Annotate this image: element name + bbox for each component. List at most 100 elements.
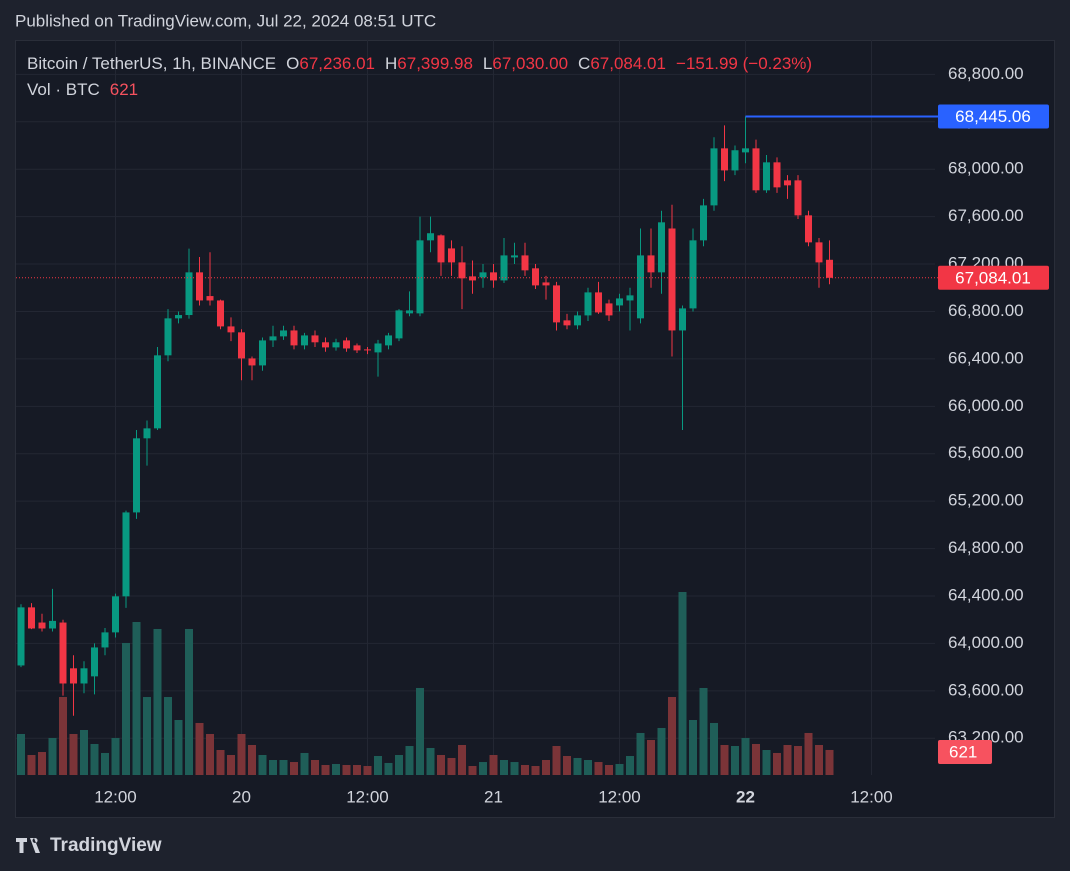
candle-body: [700, 205, 707, 241]
candle-body: [91, 647, 98, 677]
volume-bar: [615, 763, 624, 775]
volume-bar: [552, 746, 561, 775]
volume-bar: [815, 744, 823, 775]
candle-body: [122, 512, 130, 597]
y-tick-label: 64,400.00: [948, 585, 1024, 604]
candle-body: [689, 240, 697, 309]
volume-bar: [374, 756, 382, 775]
candle-body: [784, 180, 791, 186]
candle-body: [563, 320, 571, 326]
candle-body: [805, 215, 812, 243]
y-tick-label: 65,200.00: [948, 491, 1024, 510]
candle-body: [70, 668, 77, 684]
candle-body: [511, 255, 518, 258]
candle-layer: [17, 116, 833, 716]
candle-body: [458, 262, 466, 279]
volume-bar: [269, 759, 277, 775]
brand-icon: [16, 838, 40, 853]
volume-bar: [17, 733, 25, 775]
legend-text: 621: [110, 80, 138, 99]
volume-bar: [542, 759, 550, 775]
volume-bar: [647, 739, 655, 775]
published-note: Published on TradingView.com, Jul 22, 20…: [15, 11, 436, 30]
volume-bar: [59, 697, 67, 775]
candle-body: [269, 336, 277, 341]
candle-body: [343, 340, 350, 349]
candle-body: [332, 342, 340, 348]
volume-bar: [720, 744, 729, 775]
volume-bar: [227, 754, 235, 775]
volume-bar: [531, 766, 540, 775]
volume-bar: [342, 764, 351, 775]
volume-bar: [605, 764, 613, 775]
volume-bar: [101, 752, 109, 775]
volume-bar: [636, 732, 645, 775]
volume-bar: [321, 764, 330, 775]
high-label-box: [938, 104, 1049, 129]
x-tick-label: 12:00: [850, 787, 893, 806]
candle-body: [542, 282, 550, 286]
brand-logo: TradingView: [16, 835, 162, 856]
volume-bar: [80, 729, 88, 775]
candle-body: [175, 315, 182, 319]
volume-bar: [311, 759, 319, 775]
brand-name: TradingView: [50, 835, 162, 856]
volume-bar: [195, 722, 204, 775]
y-tick-label: 63,600.00: [948, 680, 1024, 699]
volume-bar: [731, 746, 739, 775]
candle-body: [280, 330, 287, 337]
candle-body: [437, 235, 445, 263]
candle-body: [112, 596, 119, 633]
candle-body: [469, 276, 476, 281]
candle-body: [416, 240, 424, 314]
volume-bar: [762, 749, 771, 775]
candle-body: [815, 242, 823, 263]
volume-bar: [752, 743, 760, 775]
candle-body: [374, 343, 382, 353]
y-tick-label: 66,000.00: [948, 396, 1024, 415]
volume-bar: [668, 697, 676, 775]
volume-bar: [164, 697, 172, 775]
candle-body: [133, 438, 140, 513]
candle-body: [721, 148, 728, 171]
candle-body: [605, 303, 613, 316]
candle-body: [574, 315, 581, 326]
volume-bar: [185, 628, 193, 775]
candle-body: [626, 295, 634, 301]
volume-bar: [395, 754, 403, 775]
candle-body: [28, 607, 35, 629]
candle-body: [794, 180, 802, 216]
y-tick-label: 68,000.00: [948, 159, 1024, 178]
y-tick-label: 66,400.00: [948, 348, 1024, 367]
volume-bar: [216, 749, 225, 775]
volume-bar: [594, 762, 603, 775]
candle-body: [322, 342, 329, 348]
volume-bar: [332, 763, 340, 775]
legend-text: 67,236.01: [299, 54, 375, 73]
candle-body: [49, 620, 56, 629]
y-tick-label: 64,800.00: [948, 538, 1024, 557]
volume-bar: [710, 722, 718, 775]
legend-text: −151.99 (−0.23%): [676, 54, 812, 73]
candle-body: [679, 308, 686, 331]
volume-bar: [426, 747, 435, 775]
volume-bar: [458, 744, 466, 775]
candle-body: [17, 607, 25, 666]
volume-bar: [405, 746, 414, 775]
last-price-box: [938, 265, 1049, 290]
candle-body: [448, 248, 455, 263]
candle-body: [101, 632, 109, 648]
volume-bar: [48, 737, 57, 775]
volume-bar: [521, 764, 529, 775]
volume-bar: [741, 737, 750, 775]
volume-bar: [500, 759, 508, 775]
volume-label: 621: [949, 742, 977, 761]
volume-bar: [678, 592, 687, 775]
volume-bar: [626, 756, 634, 775]
candle-body: [658, 222, 665, 273]
candle-body: [773, 162, 781, 188]
volume-bar: [468, 766, 477, 775]
candle-body: [248, 358, 256, 366]
candle-body: [196, 272, 203, 301]
